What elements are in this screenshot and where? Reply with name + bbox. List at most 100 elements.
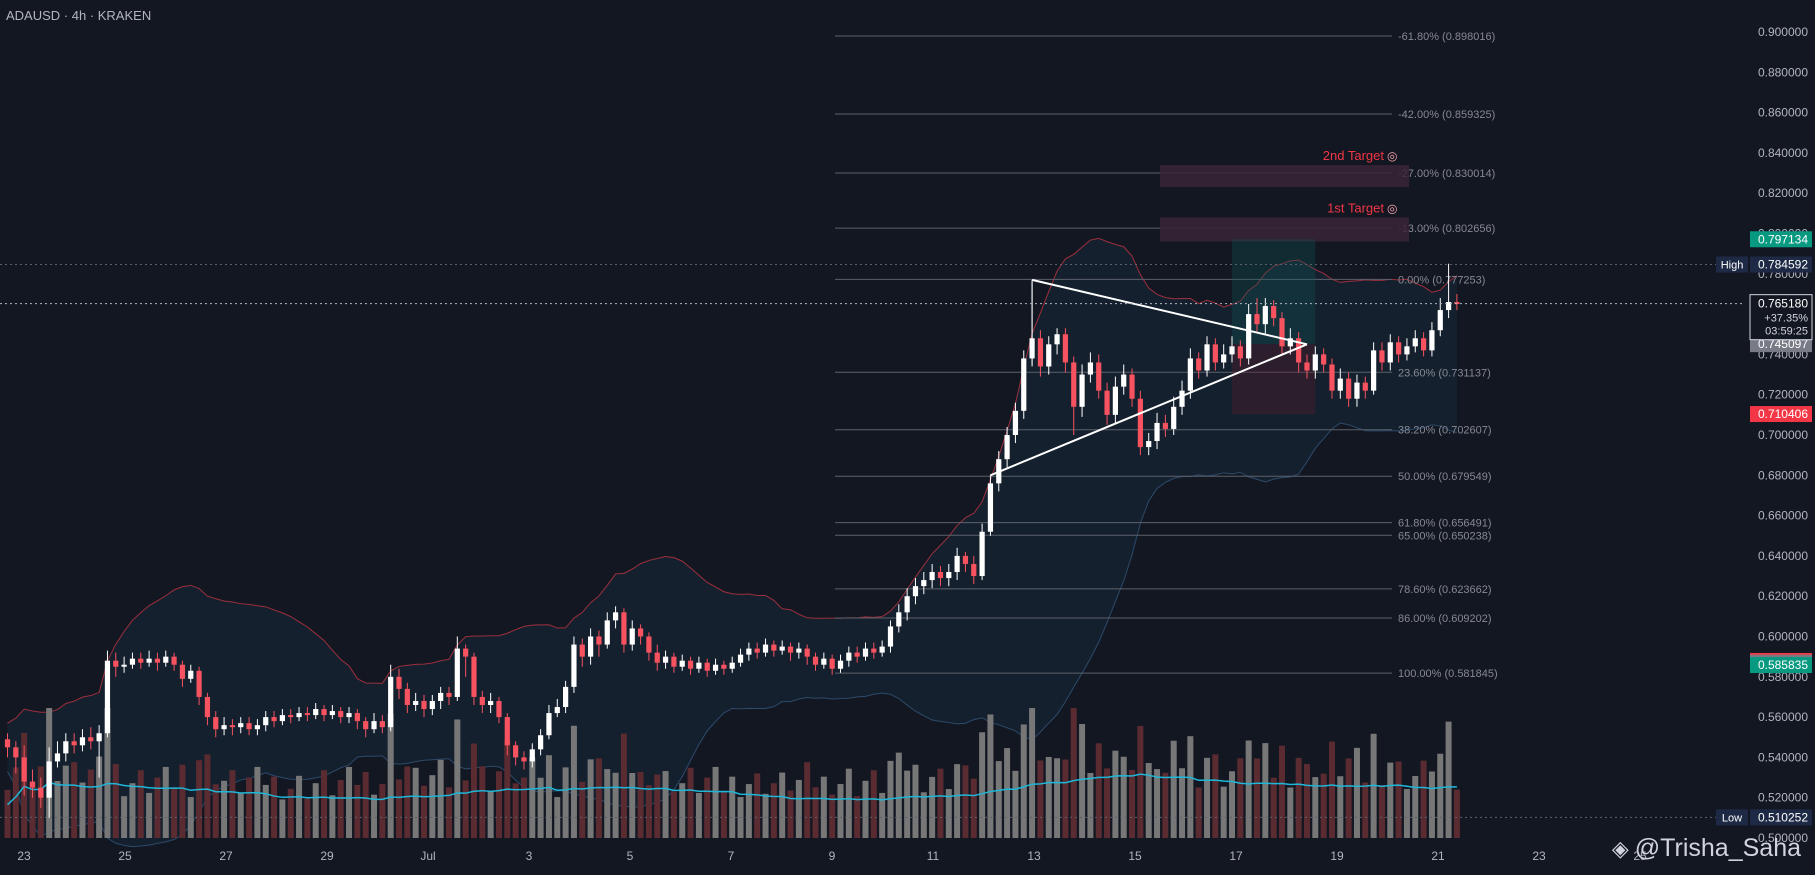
- volume-bar: [438, 760, 444, 838]
- price-tag-value: 0.797134: [1758, 232, 1808, 246]
- volume-bar: [129, 783, 135, 838]
- volume-bar: [563, 767, 569, 838]
- volume-bar: [1429, 771, 1435, 838]
- x-tick-label: 15: [1128, 849, 1142, 863]
- candle-body: [1346, 379, 1351, 399]
- volume-bar: [1037, 760, 1043, 838]
- fib-label: -13.00% (0.802656): [1398, 223, 1495, 235]
- candle-body: [1421, 338, 1426, 350]
- volume-bar: [246, 778, 252, 838]
- candle-body: [305, 713, 310, 715]
- candle-body: [630, 628, 635, 644]
- candle-body: [263, 717, 268, 725]
- target-icon: ◎: [1387, 149, 1397, 163]
- candle-body: [638, 628, 643, 636]
- volume-bar: [5, 790, 11, 838]
- candle-body: [255, 725, 260, 729]
- position-loss-zone: [1232, 344, 1315, 414]
- candle-body: [1279, 318, 1284, 346]
- volume-bar: [838, 784, 844, 838]
- volume-bar: [1121, 757, 1127, 838]
- volume-bar: [1071, 708, 1077, 838]
- candle-body: [1146, 441, 1151, 447]
- candle-body: [405, 689, 410, 705]
- candle-body: [980, 532, 985, 576]
- volume-bar: [1387, 763, 1393, 838]
- volume-bar: [229, 770, 235, 838]
- volume-bar: [1162, 773, 1168, 838]
- candle-body: [805, 649, 810, 657]
- volume-bar: [896, 753, 902, 838]
- candle-body: [730, 663, 735, 669]
- candle-body: [880, 647, 885, 653]
- candle-body: [1338, 379, 1343, 391]
- volume-bar: [254, 767, 260, 838]
- volume-bar: [871, 770, 877, 838]
- volume-bar: [729, 777, 735, 838]
- y-tick-label: 0.700000: [1758, 428, 1808, 442]
- candle-body: [147, 659, 152, 663]
- candle-body: [830, 659, 835, 669]
- fib-label: -61.80% (0.898016): [1398, 31, 1495, 43]
- volume-bar: [813, 787, 819, 838]
- candle-body: [663, 657, 668, 663]
- volume-bar: [221, 781, 227, 838]
- target-icon: ◎: [1387, 201, 1397, 215]
- candle-body: [621, 612, 626, 644]
- candle-body: [1304, 362, 1309, 370]
- y-tick-label: 0.620000: [1758, 589, 1808, 603]
- x-tick-label: 13: [1027, 849, 1041, 863]
- candle-body: [1113, 387, 1118, 415]
- volume-bar: [1221, 787, 1227, 838]
- candle-body: [388, 677, 393, 727]
- candle-body: [538, 735, 543, 749]
- candle-body: [213, 717, 218, 729]
- candle-body: [396, 677, 401, 689]
- volume-bar: [971, 779, 977, 838]
- volume-bar: [1079, 724, 1085, 838]
- candle-body: [1371, 350, 1376, 390]
- candle-body: [596, 637, 601, 645]
- x-tick-label: 17: [1229, 849, 1243, 863]
- candle-body: [97, 733, 102, 741]
- volume-bar: [271, 777, 277, 838]
- candle-body: [280, 715, 285, 721]
- candle-body: [788, 647, 793, 653]
- x-tick-label: 9: [829, 849, 836, 863]
- volume-bar: [1279, 746, 1285, 838]
- volume-bar: [454, 719, 460, 838]
- volume-bar: [1246, 741, 1252, 839]
- volume-bar: [113, 764, 119, 838]
- candle-body: [671, 657, 676, 667]
- x-tick-label: 19: [1330, 849, 1344, 863]
- volume-bar: [704, 778, 710, 838]
- volume-bar: [1046, 757, 1052, 838]
- volume-bar: [696, 793, 702, 838]
- candle-body: [163, 657, 168, 663]
- candle-body: [1204, 344, 1209, 370]
- candle-body: [72, 741, 77, 745]
- fib-label: 100.00% (0.581845): [1398, 668, 1498, 680]
- candle-body: [496, 701, 501, 717]
- volume-bar: [771, 783, 777, 838]
- candle-body: [605, 620, 610, 644]
- candle-body: [330, 711, 335, 715]
- candle-body: [1229, 346, 1234, 354]
- current-price-box: 0.765180+37.35%03:59:25: [1750, 295, 1812, 340]
- candle-body: [696, 663, 701, 669]
- candle-body: [1313, 354, 1318, 370]
- volume-bar: [488, 791, 494, 838]
- target-zone: [1160, 165, 1409, 187]
- candle-body: [888, 626, 893, 646]
- volume-bar: [996, 761, 1002, 838]
- volume-bar: [1287, 788, 1293, 838]
- candle-body: [1329, 364, 1334, 390]
- candle-body: [1171, 407, 1176, 429]
- volume-bar: [1304, 764, 1310, 838]
- y-tick-label: 0.600000: [1758, 630, 1808, 644]
- volume-bar: [13, 767, 19, 838]
- candle-body: [721, 665, 726, 669]
- candle-body: [1321, 354, 1326, 364]
- volume-bar: [163, 767, 169, 838]
